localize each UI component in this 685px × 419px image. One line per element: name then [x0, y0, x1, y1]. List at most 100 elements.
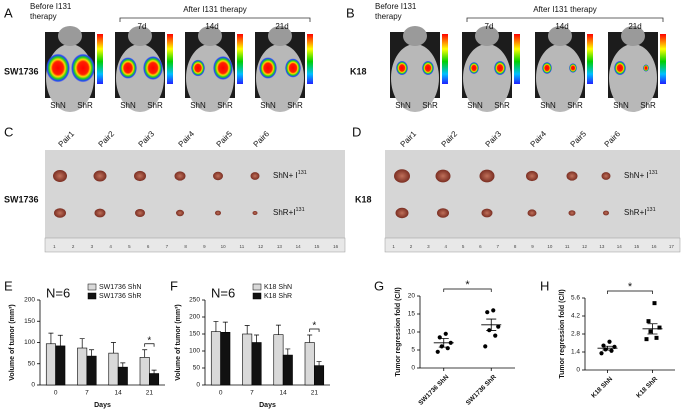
mouse-head	[403, 26, 427, 46]
error-bar	[213, 321, 219, 332]
panel-label: H	[540, 278, 549, 293]
ruler-number: 11	[240, 244, 245, 249]
cell-line: K18	[350, 66, 367, 76]
error-bar	[254, 334, 260, 343]
ruler-number: 6	[147, 244, 150, 249]
ruler-number: 15	[634, 244, 640, 249]
group-label: ShR	[287, 101, 303, 110]
pair-label: Pair4	[177, 129, 197, 149]
mouse-head	[475, 26, 499, 46]
group-label: ShN	[50, 101, 66, 110]
significance: *	[628, 281, 633, 293]
mouse-head	[58, 26, 82, 46]
point	[493, 333, 498, 338]
group-label: ShR	[494, 101, 510, 110]
ruler-number: 12	[258, 244, 264, 249]
tumor	[479, 169, 495, 183]
x-tick-label: 21	[311, 390, 319, 397]
error-bar	[438, 338, 449, 348]
y-tick-label: 150	[24, 318, 35, 325]
ruler-number: 16	[333, 244, 339, 249]
pair-label: Pair6	[603, 129, 623, 149]
pair-label: Pair5	[215, 129, 235, 149]
error-bar	[285, 348, 291, 356]
x-tick-label: SW1736 ShR	[465, 373, 498, 406]
error-bar	[89, 349, 95, 357]
before-label: therapy	[375, 12, 402, 21]
legend-label: SW1736 ShN	[99, 284, 141, 291]
color-scale	[514, 34, 520, 84]
error-bar	[79, 338, 85, 349]
x-tick-label: 14	[280, 390, 288, 397]
tumor	[53, 170, 67, 182]
panel-label: G	[374, 278, 384, 293]
row-label-sup: 131	[649, 170, 658, 176]
error-bar	[275, 324, 281, 335]
ruler-number: 11	[565, 244, 570, 249]
ruler-number: 5	[128, 244, 131, 249]
signal	[643, 64, 649, 72]
day-label: 21d	[275, 22, 288, 31]
legend-label: SW1736 ShR	[99, 293, 141, 300]
after-label: After I131 therapy	[533, 5, 597, 14]
bar	[273, 334, 284, 386]
group-label: ShR	[640, 101, 656, 110]
ruler-number: 12	[582, 244, 588, 249]
legend-swatch	[87, 292, 97, 300]
tumor	[252, 211, 258, 215]
error-bar	[151, 369, 157, 374]
y-tick-label: 200	[24, 297, 35, 304]
signal	[71, 53, 95, 83]
ruler-number: 13	[599, 244, 605, 249]
x-tick-label: 14	[115, 390, 123, 397]
significance-bracket	[443, 288, 492, 292]
signal	[469, 62, 479, 74]
bar	[55, 345, 66, 386]
x-tick-label: 7	[250, 390, 254, 397]
bar	[220, 331, 231, 386]
group-label: ShN	[260, 101, 276, 110]
bar	[314, 365, 325, 386]
before-label: Before I131	[30, 2, 72, 11]
ruler	[44, 237, 346, 253]
color-scale	[97, 34, 103, 84]
panel-label: B	[346, 5, 355, 20]
color-scale	[167, 34, 173, 84]
mouse-head	[548, 26, 572, 46]
group-label: ShR	[567, 101, 583, 110]
panel-label: E	[4, 278, 13, 293]
signal	[191, 59, 205, 77]
y-axis-label: Volume of tumor (mm³)	[9, 304, 16, 380]
bar	[139, 357, 150, 386]
tumor	[54, 208, 66, 218]
y-tick-label: 5	[411, 347, 415, 354]
panel-label: C	[4, 124, 13, 139]
ruler-number: 7	[497, 244, 500, 249]
point	[601, 343, 606, 348]
point	[652, 301, 657, 306]
ruler-number: 4	[109, 244, 112, 249]
legend-label: K18 ShN	[264, 284, 292, 291]
point	[435, 349, 440, 354]
group-label: ShN	[467, 101, 483, 110]
group-label: ShR	[422, 101, 438, 110]
ruler-number: 9	[531, 244, 534, 249]
pair-label: Pair2	[97, 129, 117, 149]
bar	[149, 373, 160, 386]
row-label-sup: 131	[646, 207, 655, 213]
y-tick-label: 200	[189, 314, 200, 321]
ruler-number: 10	[547, 244, 553, 249]
point	[654, 335, 659, 340]
pair-label: Pair1	[399, 129, 419, 149]
color-scale	[587, 34, 593, 84]
tumor	[250, 172, 260, 180]
point	[607, 339, 612, 344]
y-axis-label: Volume of tumor (mm³)	[175, 304, 182, 380]
error-bar	[647, 323, 658, 335]
panel-label: F	[170, 278, 178, 293]
significance: *	[465, 279, 470, 291]
ruler	[384, 237, 681, 253]
point	[496, 324, 501, 329]
ruler-number: 6	[479, 244, 482, 249]
ruler-number: 5	[462, 244, 465, 249]
